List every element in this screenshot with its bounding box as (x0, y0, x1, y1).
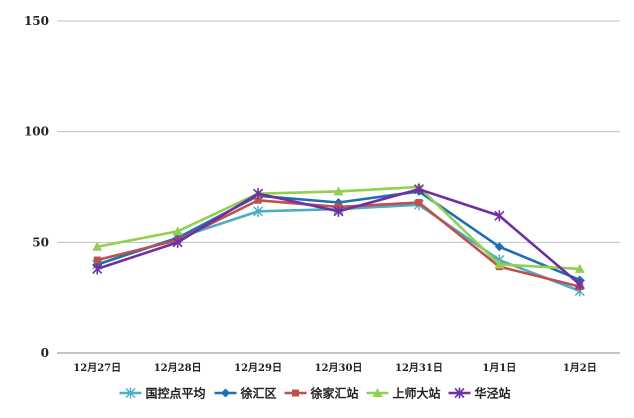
data-point (333, 186, 344, 196)
legend-label: 华泾站 (475, 386, 511, 401)
gridlines (57, 20, 620, 354)
series-layer (92, 182, 585, 297)
data-point (333, 205, 344, 217)
legend-item: 华泾站 (448, 386, 511, 401)
legend-item: 上师大站 (366, 386, 441, 401)
x-tick-label: 12月28日 (154, 362, 202, 374)
legend-item: 国控点平均 (119, 386, 206, 401)
data-point (93, 256, 101, 264)
data-point (494, 210, 505, 222)
y-tick-label: 0 (41, 346, 49, 360)
series-5 (92, 183, 585, 290)
data-point (494, 259, 505, 269)
x-tick-label: 12月29日 (234, 362, 282, 374)
data-point (494, 242, 504, 252)
x-axis-ticks: 12月27日 12月28日 12月29日 12月30日 12月31日 1月1日 1月2日 (73, 362, 596, 374)
x-tick-label: 12月27日 (73, 362, 121, 374)
legend-marker (372, 388, 383, 397)
legend-label: 国控点平均 (146, 386, 206, 401)
data-point (415, 198, 423, 206)
x-tick-label: 1月2日 (563, 362, 597, 374)
legend-marker (221, 388, 230, 398)
data-point (413, 183, 424, 195)
x-tick-label: 1月1日 (482, 362, 516, 374)
legend-item: 徐家汇站 (284, 386, 359, 401)
legend: 国控点平均 徐汇区 徐家汇站 上师大站 华泾站 (119, 386, 511, 401)
data-point (172, 226, 183, 236)
data-point (172, 236, 183, 248)
data-point (92, 263, 103, 275)
series-line (95, 203, 582, 293)
data-point (253, 205, 264, 217)
data-point (574, 263, 585, 273)
y-tick-label: 100 (24, 125, 49, 139)
legend-label: 徐汇区 (240, 386, 277, 401)
y-axis-ticks: 0 50 100 150 (24, 14, 49, 360)
data-point (574, 278, 585, 290)
legend-marker (125, 387, 136, 399)
x-tick-label: 12月30日 (315, 362, 363, 374)
series-4 (92, 182, 585, 273)
y-tick-label: 50 (32, 235, 49, 249)
y-tick-label: 150 (24, 14, 49, 28)
legend-label: 徐家汇站 (310, 386, 359, 401)
data-point (253, 188, 264, 200)
x-tick-label: 12月31日 (395, 362, 443, 374)
data-point (254, 196, 262, 204)
legend-marker (454, 387, 465, 399)
data-point (92, 241, 103, 251)
legend-item: 徐汇区 (214, 386, 277, 401)
legend-marker (292, 389, 299, 397)
legend-label: 上师大站 (393, 386, 441, 401)
